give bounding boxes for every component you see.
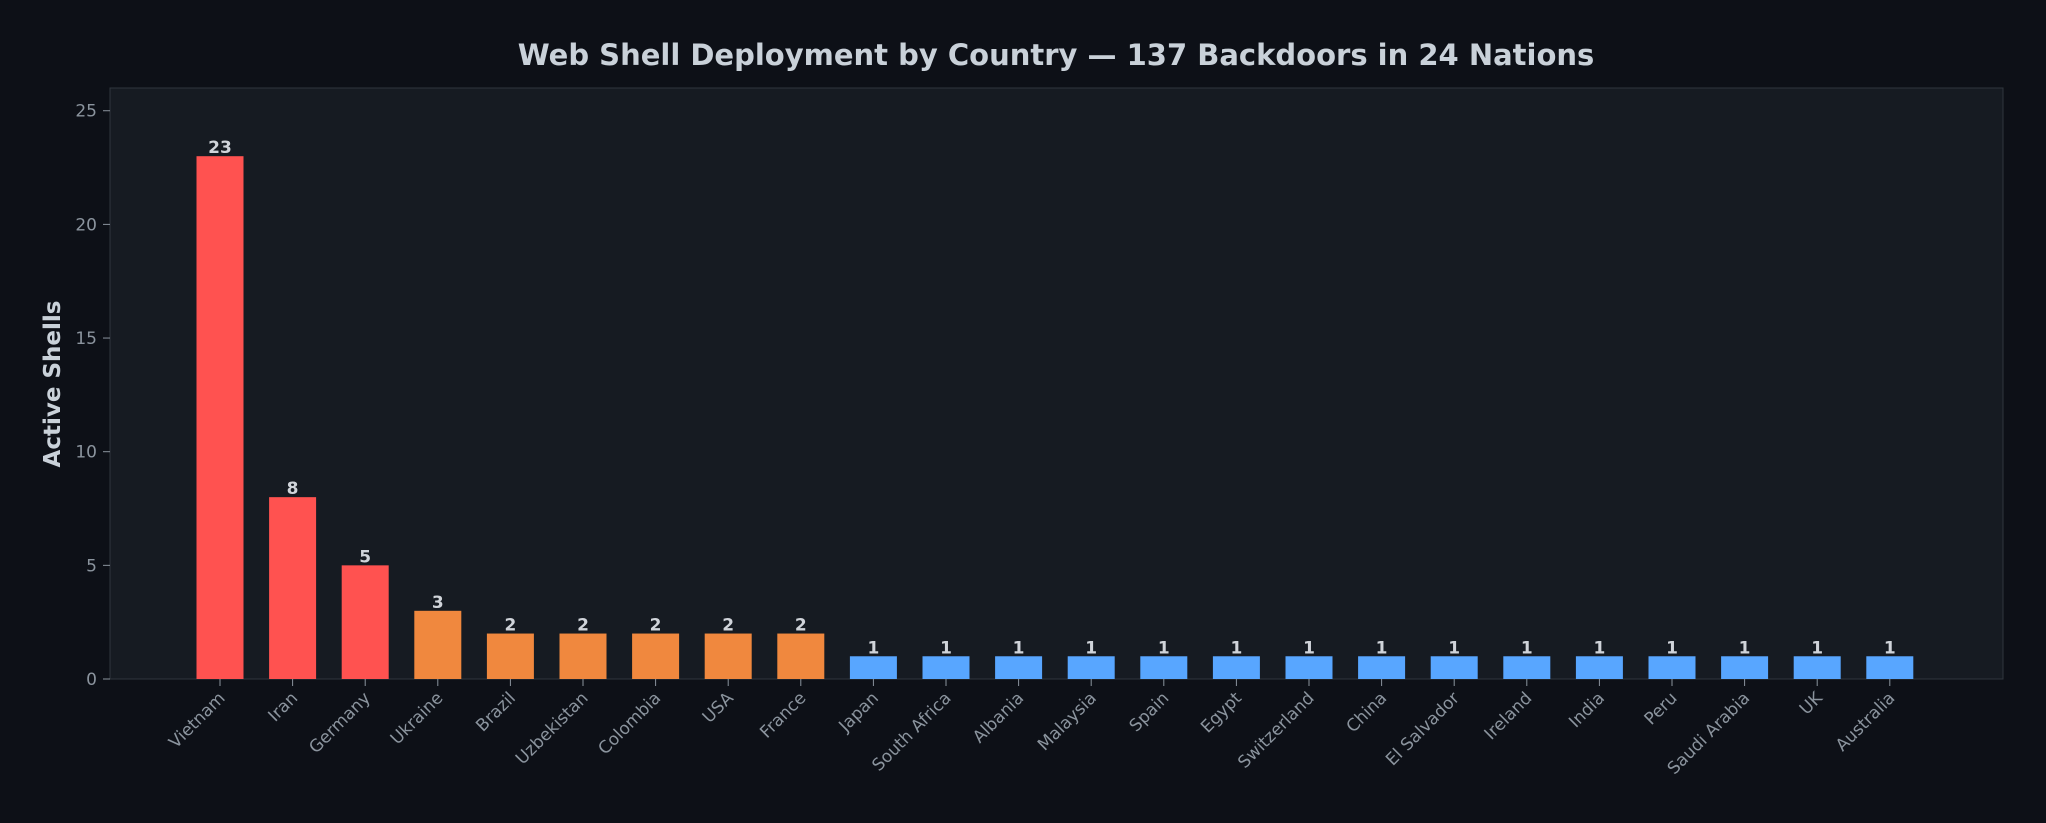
x-tick-label: Ukraine <box>387 688 448 749</box>
bar-malaysia <box>1067 656 1115 679</box>
bar-value-label: 1 <box>1739 638 1751 658</box>
bar-japan <box>849 656 897 679</box>
bar-brazil <box>486 633 534 679</box>
bar-colombia <box>632 633 680 679</box>
y-tick-label: 5 <box>86 556 97 576</box>
bar-value-label: 2 <box>577 616 589 636</box>
y-tick-label: 10 <box>75 443 97 463</box>
x-tick-label: Australia <box>1832 688 1899 755</box>
bar-value-label: 1 <box>940 638 952 658</box>
bar-value-label: 1 <box>867 638 879 658</box>
bar-value-label: 1 <box>1303 638 1315 658</box>
x-axis-labels: Vietnam Iran Germany Ukraine BrazilUzbekista… <box>165 679 1899 779</box>
bar-value-label: 2 <box>795 616 807 636</box>
bar-ireland <box>1503 656 1551 679</box>
y-axis-label: Active Shells <box>40 301 66 468</box>
bar-france <box>777 633 825 679</box>
x-tick-label: Vietnam <box>165 688 229 752</box>
x-tick-label: Malaysia <box>1034 688 1101 755</box>
x-tick-label: Iran <box>265 688 303 726</box>
x-tick-label: Switzerland <box>1234 688 1318 772</box>
x-tick-label: UK <box>1796 688 1827 719</box>
chart-title: Web Shell Deployment by Country — 137 Ba… <box>518 38 1595 72</box>
x-tick-label: Brazil <box>472 688 520 736</box>
x-tick-label: Ireland <box>1481 688 1537 744</box>
y-tick-label: 25 <box>75 102 97 122</box>
bar-value-label: 5 <box>359 547 371 567</box>
bar-value-label: 23 <box>208 138 232 158</box>
bar-value-label: 1 <box>1158 638 1170 658</box>
bar-iran <box>269 497 317 679</box>
bar-value-label: 1 <box>1811 638 1823 658</box>
bar-albania <box>995 656 1043 679</box>
bar-india <box>1575 656 1623 679</box>
x-tick-label: Japan <box>835 688 883 736</box>
y-tick-label: 0 <box>86 670 97 690</box>
bar-value-label: 2 <box>504 616 516 636</box>
x-tick-label: Uzbekistan <box>512 688 593 769</box>
bar-south-africa <box>922 656 970 679</box>
bar-value-label: 1 <box>1085 638 1097 658</box>
bar-china <box>1358 656 1406 679</box>
bar-value-label: 1 <box>1376 638 1388 658</box>
bar-value-label: 8 <box>287 479 299 499</box>
bar-australia <box>1866 656 1914 679</box>
bar-spain <box>1140 656 1188 679</box>
x-tick-label: India <box>1565 688 1609 732</box>
x-tick-label: El Salvador <box>1382 688 1464 770</box>
x-tick-label: Egypt <box>1197 688 1246 737</box>
x-tick-label: Albania <box>969 688 1028 747</box>
bar-value-label: 2 <box>722 616 734 636</box>
x-tick-label: Spain <box>1126 688 1174 736</box>
bar-value-label: 1 <box>1521 638 1533 658</box>
y-tick-label: 15 <box>75 329 97 349</box>
bar-usa <box>704 633 752 679</box>
x-tick-label: USA <box>699 688 738 727</box>
bar-germany <box>341 565 389 679</box>
bar-value-label: 1 <box>1013 638 1025 658</box>
x-tick-label: France <box>756 688 810 742</box>
x-tick-label: Peru <box>1641 688 1682 729</box>
bar-uzbekistan <box>559 633 607 679</box>
x-tick-label: Colombia <box>595 688 666 759</box>
y-axis-ticks: 0 5 10 15 20 25 <box>75 102 110 690</box>
bar-value-label: 1 <box>1230 638 1242 658</box>
bar-value-label: 1 <box>1448 638 1460 658</box>
bar-value-label: 1 <box>1593 638 1605 658</box>
bar-ukraine <box>414 610 462 679</box>
bar-value-label: 1 <box>1666 638 1678 658</box>
bar-vietnam <box>196 156 244 679</box>
bar-egypt <box>1212 656 1260 679</box>
plot-area <box>109 87 2004 680</box>
bar-el-salvador <box>1430 656 1478 679</box>
bar-value-label: 2 <box>650 616 662 636</box>
x-tick-label: China <box>1343 688 1391 736</box>
bar-value-label: 3 <box>432 593 444 613</box>
bar-value-label: 1 <box>1884 638 1896 658</box>
bar-uk <box>1793 656 1841 679</box>
x-tick-label: Germany <box>305 688 374 757</box>
bars: 23 8 5 3 2 2 2 2 2 1 1 1 1 1 1 1 1 1 1 1 1 1 1 1 <box>196 138 1914 679</box>
bar-saudi-arabia <box>1721 656 1769 679</box>
bar-switzerland <box>1285 656 1333 679</box>
bar-peru <box>1648 656 1696 679</box>
y-tick-label: 20 <box>75 215 97 235</box>
